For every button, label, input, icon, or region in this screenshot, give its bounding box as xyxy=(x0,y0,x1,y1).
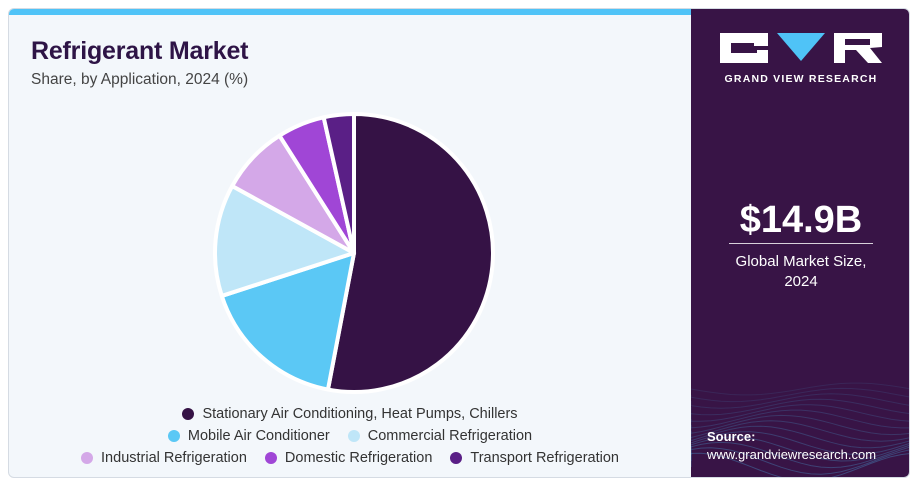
decorative-wave-pattern xyxy=(691,382,909,477)
legend-swatch xyxy=(450,452,463,464)
legend-row-2: Mobile Air Conditioner Commercial Refrige… xyxy=(9,425,691,447)
market-size-caption: Global Market Size, 2024 xyxy=(691,252,909,292)
legend-swatch xyxy=(182,408,195,420)
legend-label: Transport Refrigeration xyxy=(470,450,619,466)
legend-swatch xyxy=(264,452,277,464)
top-accent-strip xyxy=(9,9,691,15)
wave-line xyxy=(691,393,909,409)
grand-view-research-logo xyxy=(720,33,882,63)
wave-line xyxy=(691,414,909,436)
wave-line xyxy=(691,441,909,469)
wave-line xyxy=(691,431,909,455)
legend-item: Mobile Air Conditioner xyxy=(167,428,330,444)
summary-panel: GRAND VIEW RESEARCH $14.9B Global Market… xyxy=(691,9,909,477)
legend-swatch xyxy=(347,430,360,442)
legend-label: Mobile Air Conditioner xyxy=(187,428,330,444)
wave-line xyxy=(691,420,909,442)
legend-row-1: Stationary Air Conditioning, Heat Pumps,… xyxy=(9,403,691,425)
chart-title: Refrigerant Market xyxy=(31,37,249,65)
source-url: www.grandviewresearch.com xyxy=(707,447,877,462)
legend-item: Stationary Air Conditioning, Heat Pumps,… xyxy=(182,406,518,422)
brand-name: GRAND VIEW RESEARCH xyxy=(724,73,878,85)
wave-line xyxy=(691,425,909,449)
legend-item: Industrial Refrigeration xyxy=(81,450,247,466)
wave-line xyxy=(691,387,909,403)
wave-line xyxy=(691,436,909,462)
legend-label: Industrial Refrigeration xyxy=(101,450,247,466)
divider-line xyxy=(729,243,873,244)
pie-slice-3 xyxy=(213,184,356,298)
caption-line-1: Global Market Size, xyxy=(735,253,867,270)
legend-label: Stationary Air Conditioning, Heat Pumps,… xyxy=(202,406,518,422)
legend-swatch xyxy=(81,452,94,464)
source-label: Source: xyxy=(707,429,756,444)
wave-line xyxy=(691,447,909,475)
caption-line-2: 2024 xyxy=(784,273,818,290)
wave-line xyxy=(691,398,909,416)
infographic-card: Refrigerant Market Share, by Application… xyxy=(8,8,910,478)
wave-line xyxy=(691,382,909,396)
legend-label: Commercial Refrigeration xyxy=(367,428,533,444)
pie-slice-1 xyxy=(325,112,495,394)
wave-line xyxy=(691,409,909,429)
pie-slice-6 xyxy=(321,112,356,255)
pie-chart xyxy=(213,112,495,394)
legend-item: Commercial Refrigeration xyxy=(347,428,533,444)
legend-swatch xyxy=(167,430,180,442)
legend-item: Domestic Refrigeration xyxy=(264,450,433,466)
legend-row-3: Industrial Refrigeration Domestic Refrige… xyxy=(9,447,691,469)
legend-label: Domestic Refrigeration xyxy=(284,450,433,466)
wave-line xyxy=(691,404,909,422)
wave-line xyxy=(691,452,909,477)
market-size-value: $14.9B xyxy=(739,199,863,241)
chart-subtitle: Share, by Application, 2024 (%) xyxy=(31,71,249,88)
chart-legend: Stationary Air Conditioning, Heat Pumps,… xyxy=(9,403,691,469)
chart-panel: Refrigerant Market Share, by Application… xyxy=(9,15,691,477)
legend-item: Transport Refrigeration xyxy=(450,450,619,466)
